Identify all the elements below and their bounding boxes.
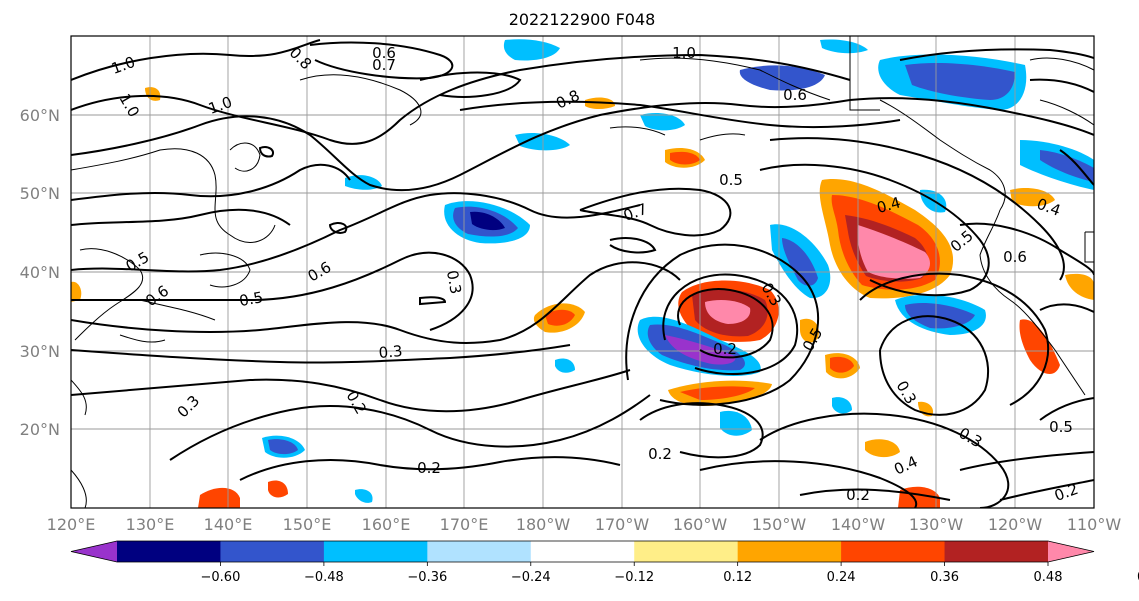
positive-anomaly-area [800,318,819,343]
negative-anomaly-area [555,358,575,373]
lon-label: 110°W [1067,515,1122,534]
contour-label: 1.0 [672,44,696,62]
map-frame [70,35,1095,509]
contour-label: 0.7 [372,56,396,74]
contour-label: 0.6 [783,86,807,104]
lon-label: 130°W [909,515,964,534]
negative-anomaly-area [820,39,868,54]
map-content: 1.0 1.0 1.0 0.6 0.8 0.7 1.0 0.8 0.6 0.5 … [71,36,1094,508]
colorbar-tick-label: 0.24 [827,570,856,585]
colorbar-swatch [944,541,1049,562]
colorbar-tick-label: −0.24 [511,570,551,585]
graticule [71,36,1094,508]
lon-label: 160°E [362,515,411,534]
lon-label: 160°W [673,515,728,534]
coastlines [71,36,1094,508]
negative-anomaly-area [1040,150,1094,182]
contour-label: 0.4 [875,193,903,217]
positive-anomaly-area [1019,319,1060,375]
contour-label: 0.2 [713,340,737,358]
lon-label: 140°W [831,515,886,534]
positive-anomaly-area [680,386,755,400]
lon-label: 150°E [283,515,332,534]
positive-anomaly-area [1065,273,1094,300]
positive-anomaly-area [705,300,751,324]
negative-anomaly-area [355,489,373,503]
contour-label: 0.6 [1003,248,1027,266]
contour-label: 0.5 [719,171,743,189]
colorbar-swatch [530,541,635,562]
negative-anomaly-area [470,211,505,231]
positive-anomaly-area [145,87,161,101]
longitude-labels: 120°E 130°E 140°E 150°E 160°E 170°E 180°… [47,515,1122,534]
colorbar-extend-low [71,541,117,562]
shading-layer [71,39,1094,508]
contour-label: 0.3 [378,342,403,362]
colorbar-swatch [841,541,946,562]
negative-anomaly-area [720,410,752,436]
lon-label: 140°E [204,515,253,534]
positive-anomaly-area [670,151,700,165]
lat-label-20n: 20°N [20,420,60,439]
colorbar-tick-label: −0.48 [304,570,344,585]
contour-label: 0.5 [238,288,265,310]
colorbar-swatch [737,541,842,562]
positive-anomaly-area [830,356,854,373]
colorbar-tick-label: 0.60 [1137,570,1139,585]
contour-label: 0.6 [372,44,396,62]
contour-lines [71,39,1094,508]
colorbar-swatch [220,541,325,562]
negative-anomaly-area [832,397,852,414]
colorbar-swatch [117,541,221,562]
negative-anomaly-area [503,39,560,61]
colorbar-extend-high [1048,541,1094,562]
lat-label-30n: 30°N [20,342,60,361]
positive-anomaly-area [198,487,240,508]
negative-anomaly-area [905,62,1015,100]
colorbar-tick-label: 0.12 [723,570,752,585]
positive-anomaly-area [71,281,82,302]
lon-label: 150°W [752,515,807,534]
colorbar-swatch [427,541,532,562]
lat-label-40n: 40°N [20,263,60,282]
contour-label: 0.3 [443,269,465,296]
positive-anomaly-area [545,309,575,326]
contour-label: 0.2 [846,486,870,504]
negative-anomaly-area [515,133,570,151]
map-panel: 1.0 1.0 1.0 0.6 0.8 0.7 1.0 0.8 0.6 0.5 … [70,35,1095,509]
contour-label: 0.5 [1049,418,1073,436]
lat-label-60n: 60°N [20,106,60,125]
negative-anomaly-area [268,439,298,455]
colorbar-swatch [323,541,428,562]
contour-label: 0.2 [648,445,672,463]
colorbar-tick-label: 0.36 [930,570,959,585]
positive-anomaly-area [268,480,288,498]
colorbar-tick-label: −0.36 [407,570,447,585]
lon-label: 130°E [126,515,175,534]
contour-label: 0.2 [417,459,441,477]
figure-title: 2022122900 F048 [509,10,656,29]
negative-anomaly-area [640,113,685,131]
negative-anomaly-area [739,65,825,91]
colorbar-tick-label: 0.48 [1034,570,1063,585]
colorbar: −0.60 −0.48 −0.36 −0.24 −0.12 0.12 0.24 0.36 0.4… [70,540,1139,585]
latitude-labels: 60°N 50°N 40°N 30°N 20°N [20,106,60,439]
lon-label: 120°W [988,515,1043,534]
colorbar-tick-label: −0.12 [614,570,654,585]
positive-anomaly-area [865,439,900,458]
positive-anomaly-area [857,225,931,279]
colorbar-outline [70,540,1095,563]
colorbar-tick-label: −0.60 [201,570,241,585]
lon-label: 170°W [595,515,650,534]
lon-label: 170°E [440,515,489,534]
lon-label: 180°W [516,515,571,534]
colorbar-swatch [634,541,739,562]
lon-label: 120°E [47,515,96,534]
negative-anomaly-area [782,238,818,286]
lat-label-50n: 50°N [20,184,60,203]
